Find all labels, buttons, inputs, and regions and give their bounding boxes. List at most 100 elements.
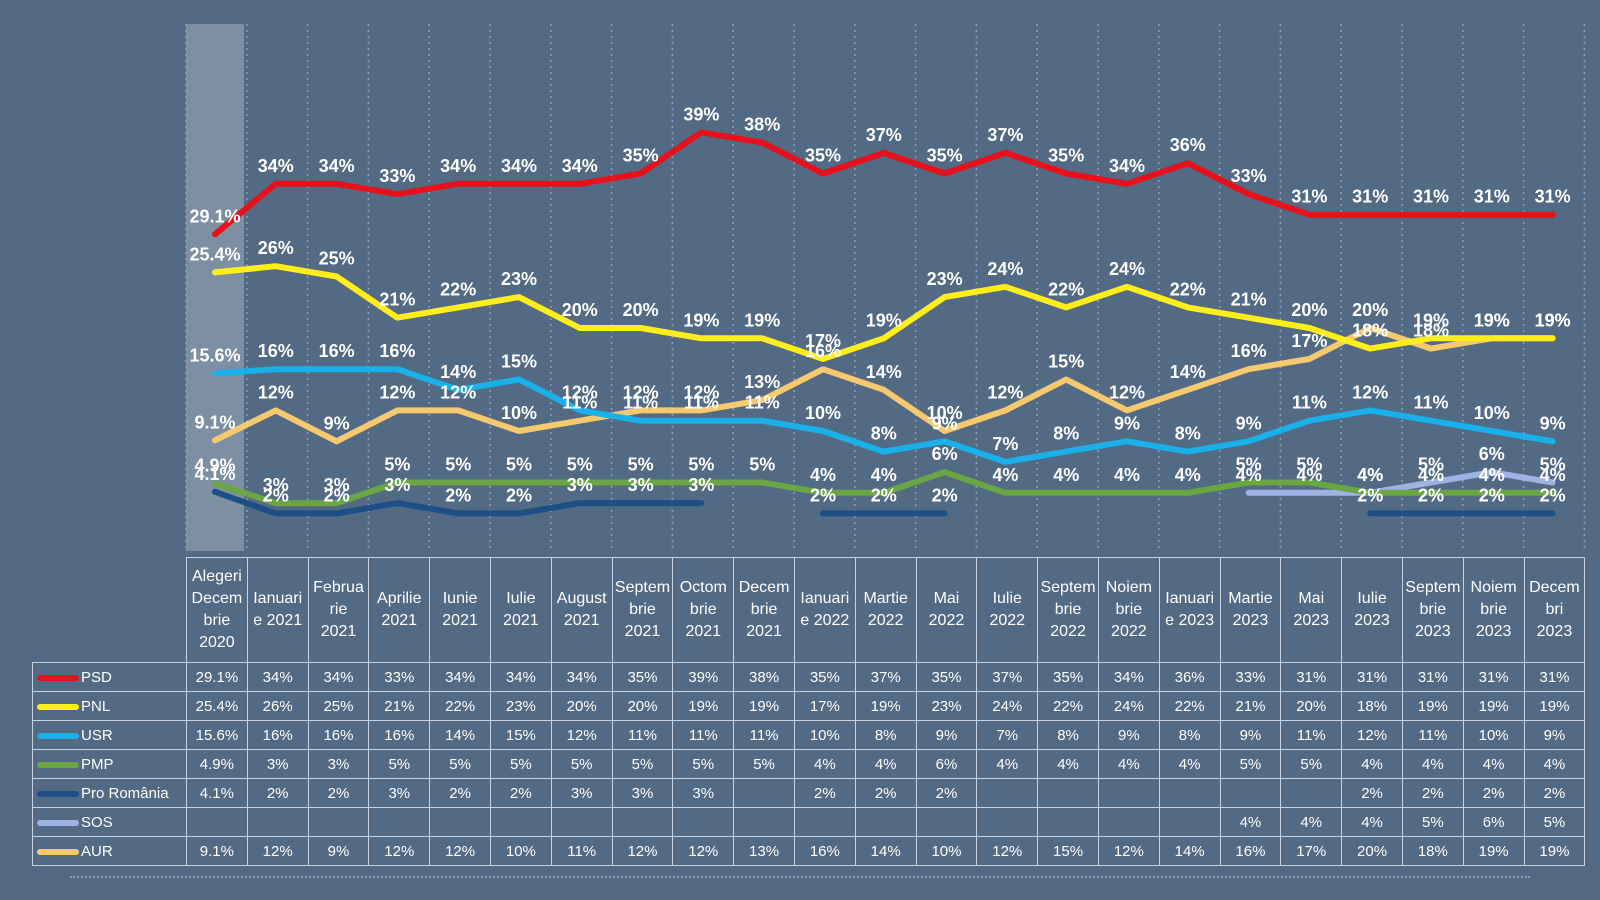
table-cell: 2%: [793, 778, 856, 808]
data-label-psd: 31%: [1413, 187, 1449, 207]
table-cell: 31%: [1341, 662, 1403, 692]
data-label-psd: 34%: [562, 156, 598, 176]
data-label-pnl: 25%: [319, 249, 355, 269]
column-header: Ianuari e 2023: [1158, 557, 1221, 663]
table-cell: [368, 807, 431, 837]
table-cell: 2%: [1341, 778, 1403, 808]
data-label-usr: 16%: [258, 341, 294, 361]
series-line-pnl: [212, 263, 1556, 362]
data-label-pnl: 22%: [440, 279, 476, 299]
table-cell: 3%: [246, 749, 309, 779]
data-label-pnl: 17%: [805, 331, 841, 351]
table-cell: 22%: [429, 691, 491, 721]
data-label-aur: 12%: [440, 382, 476, 402]
table-cell: 31%: [1462, 662, 1525, 692]
data-label-pro-rom-nia: 2%: [445, 485, 471, 505]
data-label-aur: 12%: [258, 382, 294, 402]
table-cell: 12%: [1097, 836, 1160, 866]
table-cell: 19%: [1401, 691, 1464, 721]
table-cell: 16%: [307, 720, 370, 750]
data-label-aur: 16%: [805, 341, 841, 361]
data-label-psd: 33%: [379, 166, 415, 186]
table-cell: 4%: [1037, 749, 1099, 779]
table-cell: [1280, 778, 1343, 808]
column-header: Septem brie 2021: [611, 557, 674, 663]
data-label-pro-rom-nia: 2%: [263, 485, 289, 505]
data-label-pmp: 5%: [384, 455, 410, 475]
table-cell: 5%: [733, 749, 795, 779]
data-label-pnl: 21%: [379, 290, 415, 310]
legend-label: SOS: [81, 813, 113, 831]
data-label-pnl: 20%: [1291, 300, 1327, 320]
table-cell: 12%: [246, 836, 309, 866]
table-cell: [1158, 778, 1221, 808]
data-label-psd: 36%: [1170, 135, 1206, 155]
table-cell: 2%: [1401, 778, 1464, 808]
table-cell: 16%: [368, 720, 431, 750]
table-cell: 20%: [1341, 836, 1403, 866]
data-label-pmp: 5%: [567, 455, 593, 475]
data-label-pro-rom-nia: 4.1%: [194, 464, 235, 484]
table-cell: 11%: [672, 720, 735, 750]
table-cell: 29.1%: [186, 662, 248, 692]
data-label-pro-rom-nia: 2%: [1357, 485, 1383, 505]
table-cell: 4%: [1219, 807, 1282, 837]
data-label-pnl: 22%: [1170, 279, 1206, 299]
legend-cell-pmp: PMP: [32, 749, 187, 779]
legend-label: PNL: [81, 697, 111, 715]
legend-label: PSD: [81, 668, 112, 686]
table-cell: 2%: [915, 778, 978, 808]
column-header: Decem bri 2023: [1523, 557, 1586, 663]
table-header-row: Alegeri Decem brie 2020 Ianuari e 2021 Februa r…: [33, 557, 1586, 663]
data-label-psd: 29.1%: [189, 206, 240, 226]
table-cell: 34%: [429, 662, 491, 692]
data-label-sos: 4%: [1296, 465, 1322, 485]
column-header: Iulie 2022: [976, 557, 1039, 663]
table-cell: 9%: [307, 836, 370, 866]
table-cell: 8%: [854, 720, 917, 750]
data-label-aur: 11%: [562, 393, 597, 413]
data-label-pnl: 21%: [1231, 290, 1267, 310]
table-cell: 5%: [429, 749, 491, 779]
column-header: Alegeri Decem brie 2020: [186, 557, 248, 663]
table-cell: 14%: [429, 720, 491, 750]
data-label-pmp: 4.9%: [194, 456, 235, 476]
data-label-psd: 31%: [1291, 187, 1327, 207]
table-cell: 37%: [854, 662, 917, 692]
data-label-pnl: 19%: [1474, 310, 1510, 330]
table-cell: 5%: [1280, 749, 1343, 779]
table-cell: 3%: [550, 778, 613, 808]
table-cell: 9%: [1523, 720, 1586, 750]
table-cell: 16%: [246, 720, 309, 750]
table-cell: 12%: [550, 720, 613, 750]
table-cell: 5%: [550, 749, 613, 779]
table-cell: 12%: [429, 836, 491, 866]
table-cell: 11%: [1280, 720, 1343, 750]
table-cell: 25%: [307, 691, 370, 721]
table-cell: 11%: [733, 720, 795, 750]
data-label-aur: 10%: [927, 403, 963, 423]
column-header: Februa rie 2021: [307, 557, 370, 663]
table-cell: 11%: [550, 836, 613, 866]
data-label-pnl: 25.4%: [189, 244, 240, 264]
table-cell: 19%: [854, 691, 917, 721]
data-table: Alegeri Decem brie 2020 Ianuari e 2021 Februa r…: [32, 557, 1586, 866]
column-header: Octom brie 2021: [672, 557, 735, 663]
data-label-usr: 9%: [1114, 413, 1140, 433]
table-cell: [489, 807, 552, 837]
data-label-pnl: 19%: [1413, 310, 1449, 330]
table-cell: 18%: [1341, 691, 1403, 721]
table-cell: 8%: [1158, 720, 1221, 750]
legend-cell-aur: AUR: [32, 836, 187, 866]
table-cell: 14%: [1158, 836, 1221, 866]
column-header: Septem brie 2023: [1401, 557, 1464, 663]
election-highlight-band: [186, 24, 244, 551]
table-cell: [550, 807, 613, 837]
data-label-usr: 11%: [1413, 393, 1448, 413]
data-labels: 29.1% 34% 34% 33% 34% 34% 34% 35% 39% 38% 35% 37% 35…: [189, 104, 1570, 505]
table-cell: 9%: [915, 720, 978, 750]
data-label-pmp: 4%: [1114, 465, 1140, 485]
table-cell: 15%: [1037, 836, 1099, 866]
table-cell: 4%: [854, 749, 917, 779]
table-cell: 4.1%: [186, 778, 248, 808]
